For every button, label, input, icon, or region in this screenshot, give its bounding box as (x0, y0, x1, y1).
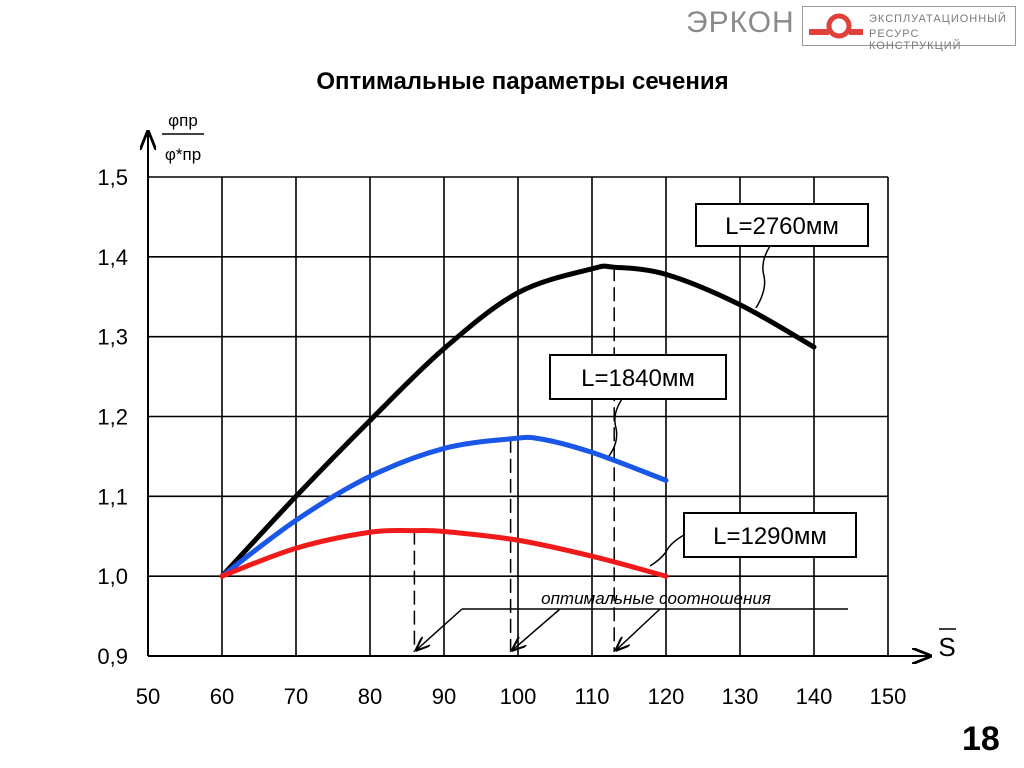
series-l1840 (219, 434, 669, 579)
legend-box-l1290 (683, 512, 857, 558)
brand-subtitle-line1: ЭКСПЛУАТАЦИОННЫЙ (869, 13, 1007, 25)
x-tick-label: 130 (722, 684, 759, 709)
page-number: 18 (962, 720, 1000, 758)
legend-l1840: L=1840мм (549, 354, 727, 457)
y-tick-label: 1,3 (97, 325, 128, 350)
series-l2760 (219, 263, 817, 579)
y-tick-label: 1,1 (97, 484, 128, 509)
optimum-arrow (616, 608, 661, 650)
legend-label-l1290: L=1290мм (713, 523, 827, 550)
legend-leader-l1840 (608, 398, 623, 457)
brand-name: ЭРКОН (686, 6, 795, 39)
y-tick-labels: 0,9 1,0 1,1 1,2 1,3 1,4 1,5 (97, 165, 128, 669)
y-axis-label-denominator: φ*пр (165, 145, 201, 164)
x-tick-label: 100 (500, 684, 537, 709)
y-tick-label: 1,4 (97, 245, 128, 270)
brand-logo-erkon: ЭРКОН (686, 6, 795, 40)
optimum-arrow (416, 608, 463, 650)
y-axis-label-numerator: φпр (168, 111, 198, 130)
legend-leader-l2760 (755, 245, 771, 309)
x-tick-label: 110 (574, 684, 609, 709)
x-tick-label: 140 (796, 684, 833, 709)
chart-grid (148, 176, 889, 656)
x-axis-label: S (938, 632, 955, 662)
x-tick-label: 80 (358, 684, 382, 709)
x-tick-label: 120 (648, 684, 685, 709)
x-tick-label: 70 (284, 684, 308, 709)
legend-l2760: L=2760мм (695, 203, 869, 309)
y-tick-label: 1,5 (97, 165, 128, 190)
brand-subtitle-line2: РЕСУРС КОНСТРУКЦИЙ (869, 28, 962, 52)
legend-leader-l1290 (649, 534, 685, 567)
series-l1290 (219, 527, 669, 579)
legend-label-l2760: L=2760мм (725, 213, 839, 240)
x-tick-label: 60 (210, 684, 234, 709)
optimum-annotation: оптимальные соотношения (541, 589, 771, 608)
legend-label-l1840: L=1840мм (581, 365, 695, 392)
brand-logo-box: ЭКСПЛУАТАЦИОННЫЙ РЕСУРС КОНСТРУКЦИЙ (802, 6, 1016, 52)
x-tick-label: 50 (136, 684, 160, 709)
x-tick-label: 150 (870, 684, 907, 709)
data-series (219, 263, 817, 579)
x-tick-labels: 50 60 70 80 90 100 110 120 130 140 150 (136, 684, 907, 709)
x-tick-label: 90 (432, 684, 456, 709)
page-title: Оптимальные параметры сечения (316, 68, 729, 95)
brand-emblem-icon (809, 13, 863, 39)
legend-l1290: L=1290мм (649, 512, 857, 567)
y-tick-label: 1,0 (97, 564, 128, 589)
y-tick-label: 1,2 (97, 405, 128, 430)
optimum-arrow (513, 608, 561, 650)
legend-box-l2760 (695, 203, 869, 247)
y-tick-label: 0,9 (97, 644, 128, 669)
legend-box-l1840 (549, 354, 727, 400)
